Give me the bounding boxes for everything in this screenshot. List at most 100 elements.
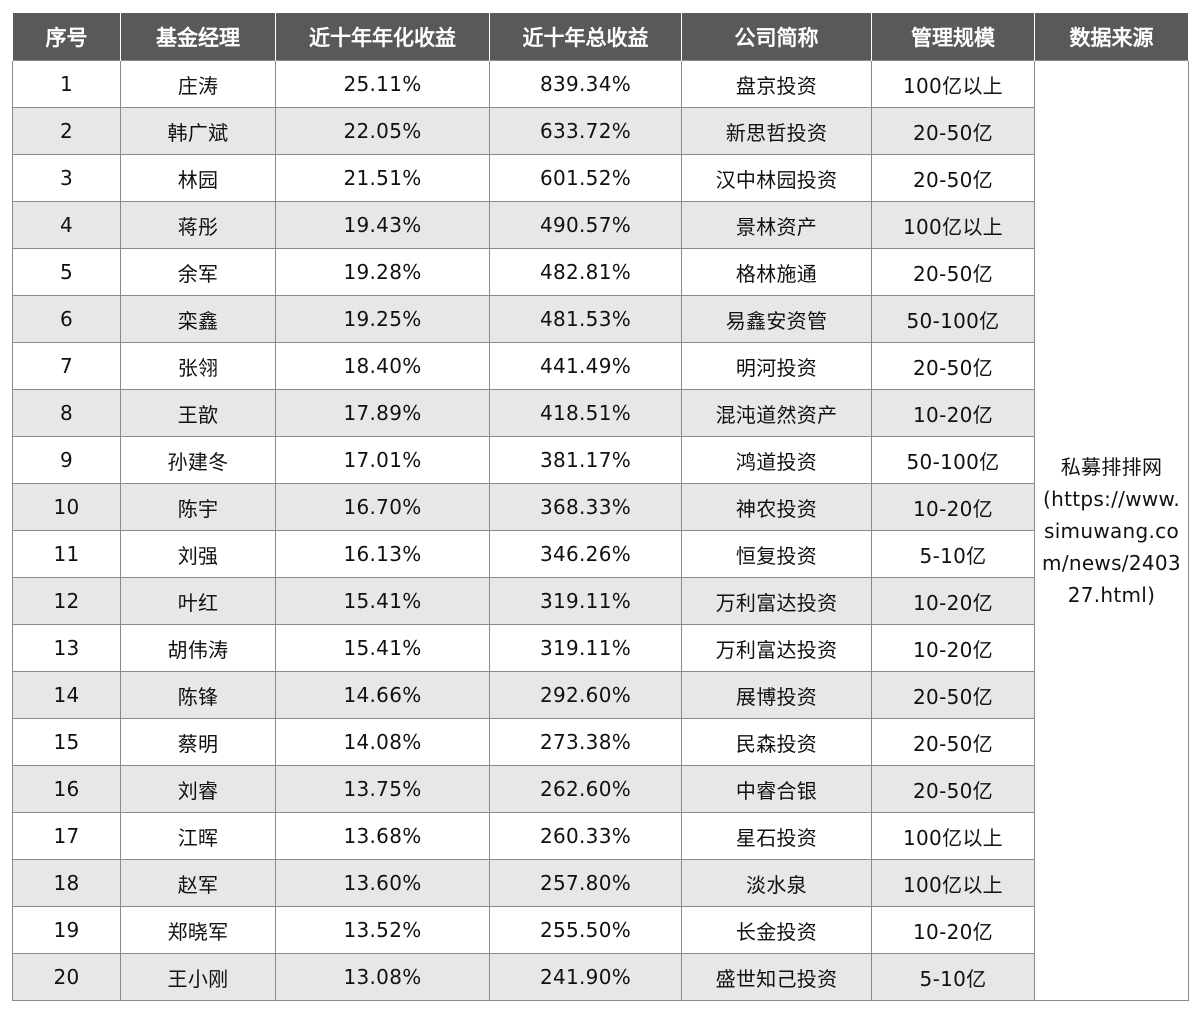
total-return: 241.90% xyxy=(489,953,682,1001)
data-source-cell: 私募排排网 (https://www.simuwang.com/news/2403… xyxy=(1034,60,1189,1001)
company-name: 中睿合银 xyxy=(681,765,872,813)
row-index: 3 xyxy=(12,154,121,202)
company-name: 易鑫安资管 xyxy=(681,295,872,343)
row-index: 1 xyxy=(12,60,121,108)
total-return: 319.11% xyxy=(489,577,682,625)
row-index: 15 xyxy=(12,718,121,766)
total-return: 418.51% xyxy=(489,389,682,437)
company-name: 淡水泉 xyxy=(681,859,872,907)
manager-name: 韩广斌 xyxy=(120,107,276,155)
row-index: 4 xyxy=(12,201,121,249)
aum-range: 5-10亿 xyxy=(871,953,1035,1001)
aum-range: 50-100亿 xyxy=(871,295,1035,343)
row-index: 2 xyxy=(12,107,121,155)
fund-manager-table-container: 序号 基金经理 近十年年化收益 近十年总收益 公司简称 管理规模 数据来源 1 庄涛 25.11… xyxy=(12,13,1189,1001)
company-name: 景林资产 xyxy=(681,201,872,249)
annualized-return: 19.43% xyxy=(275,201,490,249)
total-return: 381.17% xyxy=(489,436,682,484)
annualized-return: 25.11% xyxy=(275,60,490,108)
total-return: 601.52% xyxy=(489,154,682,202)
total-return: 481.53% xyxy=(489,295,682,343)
row-index: 7 xyxy=(12,342,121,390)
row-index: 18 xyxy=(12,859,121,907)
aum-range: 20-50亿 xyxy=(871,154,1035,202)
annualized-return: 13.60% xyxy=(275,859,490,907)
total-return: 255.50% xyxy=(489,906,682,954)
table-row: 5 余军 19.28% 482.81% 格林施通 20-50亿 xyxy=(12,248,1189,296)
manager-name: 陈宇 xyxy=(120,483,276,531)
manager-name: 林园 xyxy=(120,154,276,202)
aum-range: 5-10亿 xyxy=(871,530,1035,578)
row-index: 5 xyxy=(12,248,121,296)
manager-name: 郑晓军 xyxy=(120,906,276,954)
table-row: 1 庄涛 25.11% 839.34% 盘京投资 100亿以上 私募排排网 (https://… xyxy=(12,60,1189,1001)
total-return: 490.57% xyxy=(489,201,682,249)
header-row: 序号 基金经理 近十年年化收益 近十年总收益 公司简称 管理规模 数据来源 xyxy=(12,13,1189,61)
row-index: 20 xyxy=(12,953,121,1001)
table-row: 7 张翎 18.40% 441.49% 明河投资 20-50亿 xyxy=(12,342,1189,390)
col-source-header: 数据来源 xyxy=(1034,13,1189,61)
col-annualized-return-header: 近十年年化收益 xyxy=(275,13,490,61)
manager-name: 庄涛 xyxy=(120,60,276,108)
company-name: 新思哲投资 xyxy=(681,107,872,155)
table-row: 9 孙建冬 17.01% 381.17% 鸿道投资 50-100亿 xyxy=(12,436,1189,484)
aum-range: 100亿以上 xyxy=(871,201,1035,249)
total-return: 441.49% xyxy=(489,342,682,390)
col-aum-header: 管理规模 xyxy=(871,13,1035,61)
company-name: 万利富达投资 xyxy=(681,577,872,625)
aum-range: 100亿以上 xyxy=(871,60,1035,108)
manager-name: 刘强 xyxy=(120,530,276,578)
total-return: 368.33% xyxy=(489,483,682,531)
table-row: 13 胡伟涛 15.41% 319.11% 万利富达投资 10-20亿 xyxy=(12,624,1189,672)
total-return: 346.26% xyxy=(489,530,682,578)
manager-name: 刘睿 xyxy=(120,765,276,813)
table-row: 3 林园 21.51% 601.52% 汉中林园投资 20-50亿 xyxy=(12,154,1189,202)
company-name: 神农投资 xyxy=(681,483,872,531)
aum-range: 100亿以上 xyxy=(871,812,1035,860)
table-row: 16 刘睿 13.75% 262.60% 中睿合银 20-50亿 xyxy=(12,765,1189,813)
aum-range: 20-50亿 xyxy=(871,107,1035,155)
table-row: 11 刘强 16.13% 346.26% 恒复投资 5-10亿 xyxy=(12,530,1189,578)
source-name: 私募排排网 xyxy=(1060,454,1163,479)
aum-range: 20-50亿 xyxy=(871,671,1035,719)
table-row: 14 陈锋 14.66% 292.60% 展博投资 20-50亿 xyxy=(12,671,1189,719)
company-name: 明河投资 xyxy=(681,342,872,390)
manager-name: 王小刚 xyxy=(120,953,276,1001)
annualized-return: 17.01% xyxy=(275,436,490,484)
col-company-header: 公司简称 xyxy=(681,13,872,61)
row-index: 19 xyxy=(12,906,121,954)
aum-range: 10-20亿 xyxy=(871,389,1035,437)
annualized-return: 21.51% xyxy=(275,154,490,202)
fund-manager-ranking-table: 序号 基金经理 近十年年化收益 近十年总收益 公司简称 管理规模 数据来源 1 庄涛 25.11… xyxy=(12,13,1189,1001)
manager-name: 陈锋 xyxy=(120,671,276,719)
total-return: 633.72% xyxy=(489,107,682,155)
table-row: 15 蔡明 14.08% 273.38% 民森投资 20-50亿 xyxy=(12,718,1189,766)
annualized-return: 17.89% xyxy=(275,389,490,437)
company-name: 盛世知己投资 xyxy=(681,953,872,1001)
annualized-return: 13.68% xyxy=(275,812,490,860)
row-index: 17 xyxy=(12,812,121,860)
row-index: 6 xyxy=(12,295,121,343)
annualized-return: 16.13% xyxy=(275,530,490,578)
total-return: 482.81% xyxy=(489,248,682,296)
col-total-return-header: 近十年总收益 xyxy=(489,13,682,61)
aum-range: 10-20亿 xyxy=(871,624,1035,672)
manager-name: 叶红 xyxy=(120,577,276,625)
row-index: 12 xyxy=(12,577,121,625)
manager-name: 蔡明 xyxy=(120,718,276,766)
manager-name: 栾鑫 xyxy=(120,295,276,343)
annualized-return: 14.66% xyxy=(275,671,490,719)
annualized-return: 15.41% xyxy=(275,624,490,672)
company-name: 星石投资 xyxy=(681,812,872,860)
row-index: 8 xyxy=(12,389,121,437)
aum-range: 100亿以上 xyxy=(871,859,1035,907)
row-index: 14 xyxy=(12,671,121,719)
table-row: 12 叶红 15.41% 319.11% 万利富达投资 10-20亿 xyxy=(12,577,1189,625)
aum-range: 10-20亿 xyxy=(871,483,1035,531)
aum-range: 20-50亿 xyxy=(871,342,1035,390)
annualized-return: 13.75% xyxy=(275,765,490,813)
row-index: 11 xyxy=(12,530,121,578)
aum-range: 20-50亿 xyxy=(871,718,1035,766)
company-name: 盘京投资 xyxy=(681,60,872,108)
total-return: 292.60% xyxy=(489,671,682,719)
